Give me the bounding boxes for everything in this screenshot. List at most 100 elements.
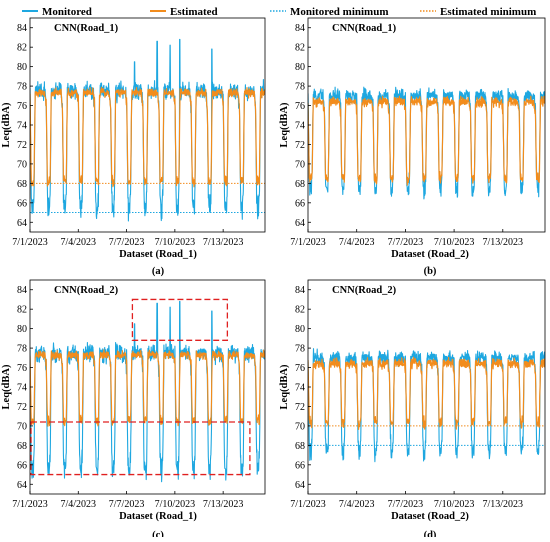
y-tick-label: 76 (17, 363, 27, 374)
x-tick-label: 7/7/2023 (109, 237, 145, 248)
x-tick-label: 7/10/2023 (155, 499, 196, 510)
y-tick-label: 70 (17, 421, 27, 432)
panel-sublabel: (a) (152, 266, 165, 277)
y-tick-label: 64 (17, 218, 27, 229)
y-tick-label: 82 (295, 305, 305, 316)
panel-title: CNN(Road_2) (332, 285, 397, 296)
legend-label: Estimated minimum (440, 6, 536, 18)
x-tick-label: 7/1/2023 (12, 237, 48, 248)
y-tick-label: 66 (295, 460, 305, 471)
y-tick-label: 70 (295, 159, 305, 170)
y-tick-label: 82 (17, 43, 27, 54)
highlight-box-1 (30, 421, 251, 476)
x-tick-label: 7/13/2023 (203, 237, 244, 248)
y-tick-label: 76 (295, 363, 305, 374)
y-tick-label: 84 (17, 285, 27, 296)
panel-a: 64 66 68 70 72 74 76 78 80 82 84 7/1/2023 7/4/2023 7/… (1, 17, 266, 277)
panel-c: 64 66 68 70 72 74 76 78 80 82 84 7/1/2023 7/4/2023 7/… (1, 279, 266, 541)
panel-sublabel: (d) (424, 530, 437, 537)
series-estimated (30, 86, 265, 188)
panel-title: CNN(Road_1) (54, 23, 119, 34)
y-tick-label: 84 (17, 23, 27, 34)
y-tick-label: 72 (295, 402, 305, 413)
legend: Monitored Estimated Monitored minimum Estim… (22, 6, 536, 18)
x-axis-label: Dataset (Road_1) (119, 249, 197, 260)
y-tick-label: 74 (17, 383, 27, 394)
y-tick-label: 76 (295, 101, 305, 112)
x-tick-label: 7/4/2023 (61, 237, 97, 248)
y-tick-label: 80 (295, 62, 305, 73)
plot-area (30, 300, 265, 483)
y-tick-label: 80 (17, 62, 27, 73)
x-tick-label: 7/13/2023 (483, 237, 524, 248)
y-tick-label: 76 (17, 101, 27, 112)
x-tick-label: 7/1/2023 (12, 499, 48, 510)
x-axis-label: Dataset (Road_1) (119, 511, 197, 522)
panel-title: CNN(Road_1) (332, 23, 397, 34)
y-tick-label: 78 (295, 344, 305, 355)
x-tick-label: 7/13/2023 (483, 499, 524, 510)
plot-area (30, 38, 265, 222)
plot-area (308, 86, 545, 200)
x-tick-label: 7/1/2023 (290, 237, 326, 248)
x-axis-label: Dataset (Road_2) (391, 249, 469, 260)
x-tick-label: 7/7/2023 (109, 499, 145, 510)
y-tick-label: 72 (17, 402, 27, 413)
x-axis-label: Dataset (Road_2) (391, 511, 469, 522)
y-tick-label: 80 (295, 324, 305, 335)
series-estimated (308, 95, 545, 186)
y-tick-label: 64 (295, 218, 305, 229)
y-axis-label: Leq(dBA) (279, 364, 290, 409)
highlight-box-0 (131, 298, 229, 341)
panel-sublabel: (b) (424, 266, 437, 277)
legend-label: Monitored minimum (290, 6, 389, 18)
y-tick-label: 64 (295, 480, 305, 491)
legend-entry-2: Monitored minimum (270, 6, 389, 18)
x-tick-label: 7/7/2023 (388, 237, 424, 248)
y-tick-label: 68 (295, 179, 305, 190)
y-tick-label: 84 (295, 285, 305, 296)
y-tick-label: 68 (17, 179, 27, 190)
x-tick-label: 7/10/2023 (155, 237, 196, 248)
x-tick-label: 7/10/2023 (434, 499, 475, 510)
panel-b: 64 66 68 70 72 74 76 78 80 82 84 7/1/2023 7/4/2023 7/… (279, 17, 546, 277)
y-tick-label: 72 (295, 140, 305, 151)
y-tick-label: 84 (295, 23, 305, 34)
x-tick-label: 7/4/2023 (339, 237, 375, 248)
plot-area (308, 348, 545, 463)
y-tick-label: 80 (17, 324, 27, 335)
panels: 64 66 68 70 72 74 76 78 80 82 84 7/1/2023 7/4/2023 7/… (1, 17, 546, 541)
panel-d: 64 66 68 70 72 74 76 78 80 82 84 7/1/2023 7/4/2023 7/… (279, 279, 546, 541)
x-tick-label: 7/13/2023 (203, 499, 244, 510)
y-tick-label: 82 (17, 305, 27, 316)
y-tick-label: 74 (295, 121, 305, 132)
y-tick-label: 68 (295, 441, 305, 452)
x-tick-label: 7/4/2023 (61, 499, 97, 510)
y-tick-label: 68 (17, 441, 27, 452)
legend-label: Estimated (170, 6, 218, 18)
y-tick-label: 70 (17, 159, 27, 170)
y-axis-label: Leq(dBA) (1, 364, 12, 409)
y-tick-label: 72 (17, 140, 27, 151)
x-tick-label: 7/10/2023 (434, 237, 475, 248)
y-tick-label: 64 (17, 480, 27, 491)
y-tick-label: 82 (295, 43, 305, 54)
legend-entry-0: Monitored (22, 6, 92, 18)
x-tick-label: 7/4/2023 (339, 499, 375, 510)
y-tick-label: 78 (17, 344, 27, 355)
y-tick-label: 70 (295, 421, 305, 432)
y-axis-label: Leq(dBA) (279, 102, 290, 147)
y-axis-label: Leq(dBA) (1, 102, 12, 147)
legend-entry-3: Estimated minimum (420, 6, 536, 18)
legend-entry-1: Estimated (150, 6, 218, 18)
y-tick-label: 74 (17, 121, 27, 132)
x-tick-label: 7/1/2023 (290, 499, 326, 510)
panel-sublabel: (c) (152, 530, 164, 537)
series-estimated (308, 356, 545, 430)
y-tick-label: 78 (295, 82, 305, 93)
legend-label: Monitored (42, 6, 92, 18)
y-tick-label: 66 (17, 198, 27, 209)
y-tick-label: 74 (295, 383, 305, 394)
y-tick-label: 66 (17, 460, 27, 471)
